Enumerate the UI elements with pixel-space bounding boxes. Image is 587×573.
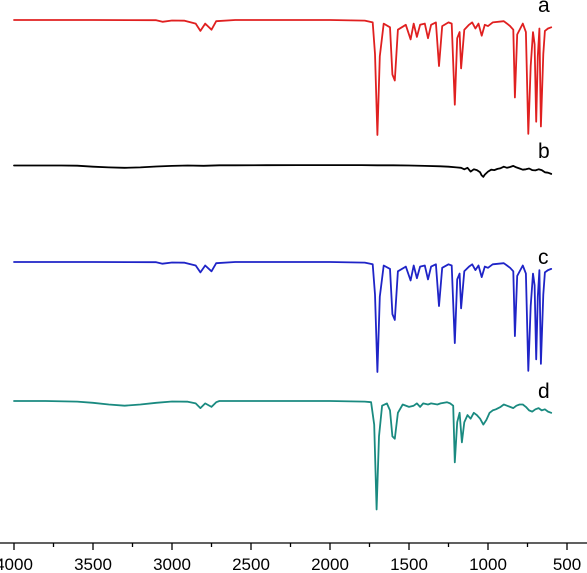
spectrum-line-d [13,400,553,511]
series-label-c: c [538,246,549,269]
x-tick-label-3000: 3000 [153,555,191,573]
series-label-a: a [538,0,550,17]
series-label-b: b [538,140,550,163]
spectrum-line-a [13,19,553,136]
x-tick-label-4000: 4000 [0,555,33,573]
x-tick-label-2500: 2500 [232,555,270,573]
x-tick-label-500: 500 [553,555,581,573]
x-axis: 4000 3500 3000 2500 2000 1500 1000 500 [0,542,587,573]
x-tick-label-3500: 3500 [74,555,112,573]
spectrum-line-c [13,261,553,373]
series-group: a b c d [13,0,553,511]
x-tick-label-1500: 1500 [390,555,428,573]
series-label-d: d [538,380,550,403]
spectrum-line-b [13,164,553,178]
x-tick-label-2000: 2000 [311,555,349,573]
x-tick-label-1000: 1000 [469,555,507,573]
